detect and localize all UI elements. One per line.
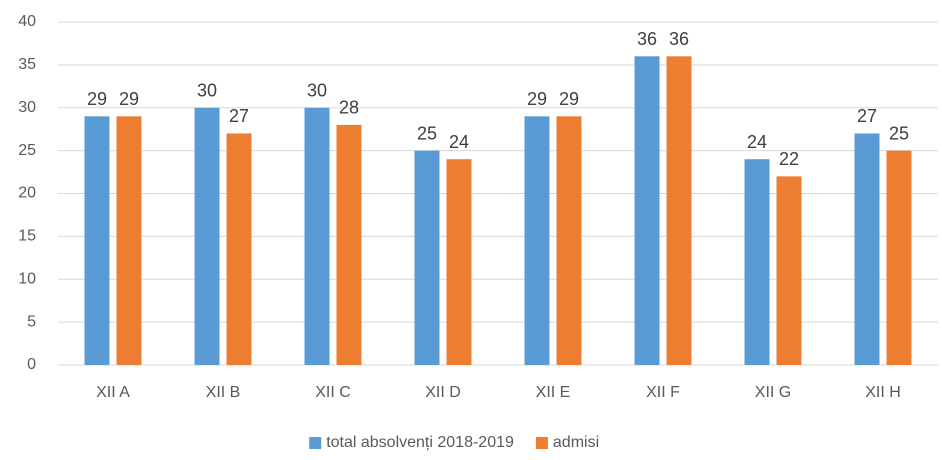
bar bbox=[414, 150, 440, 365]
y-tick-label: 35 bbox=[18, 56, 36, 73]
y-tick-label: 15 bbox=[18, 228, 36, 245]
bar bbox=[886, 150, 912, 365]
bar bbox=[634, 56, 660, 366]
x-tick-label: XII A bbox=[96, 384, 130, 401]
x-tick-label: XII D bbox=[425, 384, 461, 401]
x-tick-label: XII G bbox=[755, 384, 791, 401]
data-label: 27 bbox=[857, 106, 877, 126]
data-label: 29 bbox=[87, 89, 107, 109]
bar bbox=[304, 107, 330, 365]
y-tick-label: 10 bbox=[18, 270, 36, 287]
x-tick-label: XII F bbox=[646, 384, 680, 401]
y-tick-label: 20 bbox=[18, 185, 36, 202]
data-label: 24 bbox=[449, 132, 469, 152]
x-tick-label: XII B bbox=[206, 384, 241, 401]
bar bbox=[226, 133, 252, 365]
x-tick-label: XII C bbox=[315, 384, 351, 401]
data-label: 28 bbox=[339, 98, 359, 118]
data-label: 36 bbox=[669, 29, 689, 49]
y-tick-label: 0 bbox=[27, 356, 36, 373]
x-tick-label: XII E bbox=[536, 384, 571, 401]
bar bbox=[666, 56, 692, 366]
x-tick-label: XII H bbox=[865, 384, 901, 401]
bar bbox=[556, 116, 582, 365]
data-label: 30 bbox=[197, 81, 217, 101]
legend-swatch bbox=[309, 437, 322, 449]
y-tick-label: 25 bbox=[18, 142, 36, 159]
bar bbox=[336, 124, 362, 366]
legend-swatch bbox=[535, 437, 548, 449]
data-label: 29 bbox=[119, 89, 139, 109]
legend-label: total absolvenți 2018-2019 bbox=[326, 434, 514, 451]
bar bbox=[854, 133, 880, 365]
data-label: 29 bbox=[527, 89, 547, 109]
data-label: 22 bbox=[779, 149, 799, 169]
bar bbox=[84, 116, 110, 365]
y-tick-label: 30 bbox=[18, 99, 36, 116]
bar bbox=[524, 116, 550, 365]
data-label: 25 bbox=[889, 123, 909, 143]
data-label: 29 bbox=[559, 89, 579, 109]
bar bbox=[776, 176, 802, 365]
data-label: 30 bbox=[307, 81, 327, 101]
data-label: 36 bbox=[637, 29, 657, 49]
y-tick-label: 5 bbox=[27, 313, 36, 330]
bar bbox=[116, 116, 142, 365]
y-tick-label: 40 bbox=[18, 13, 36, 30]
data-label: 24 bbox=[747, 132, 767, 152]
bar bbox=[194, 107, 220, 365]
bar bbox=[744, 159, 770, 365]
data-label: 25 bbox=[417, 123, 437, 143]
bar bbox=[446, 159, 472, 365]
legend-label: admisi bbox=[553, 434, 599, 451]
data-label: 27 bbox=[229, 106, 249, 126]
